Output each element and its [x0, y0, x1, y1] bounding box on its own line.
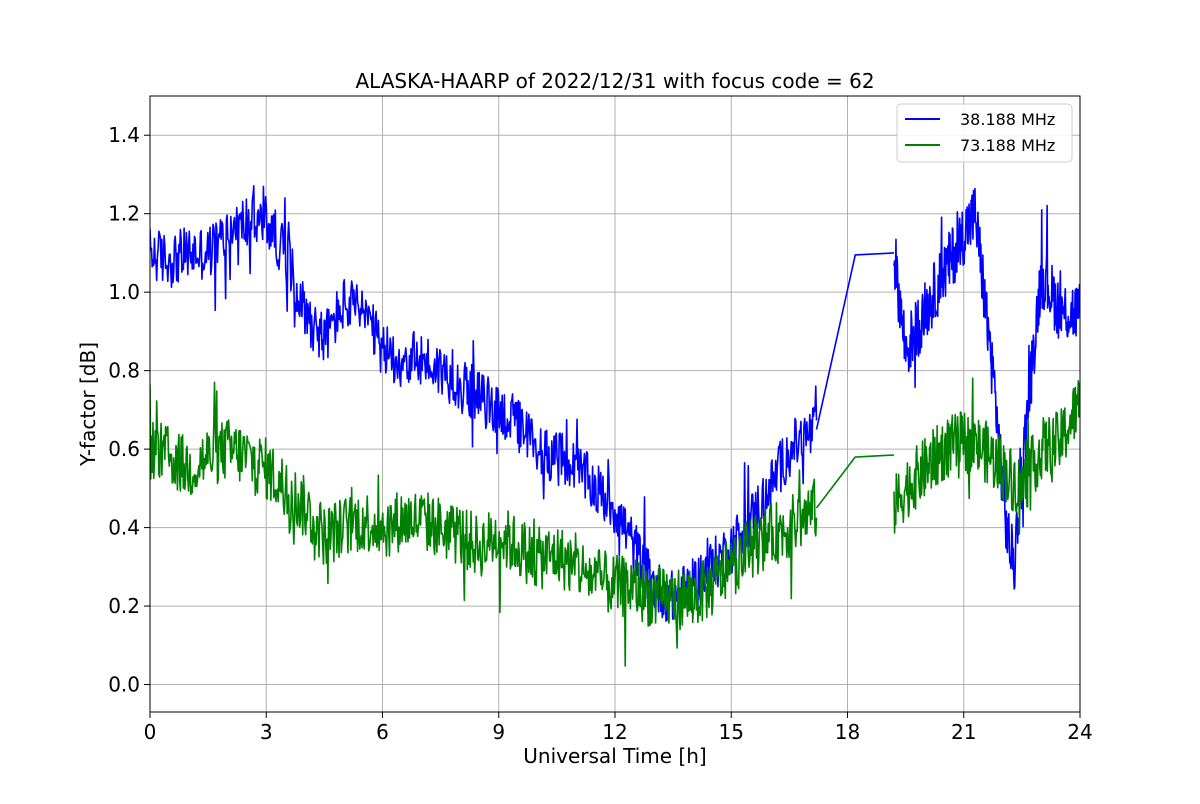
- x-tick-label: 15: [719, 720, 744, 744]
- y-tick-label: 0.2: [108, 594, 140, 618]
- axis-ticks: 0 3 6 9 12 15 18 21 24 0.0 0.2 0.4 0.6 0.8 1.0 1.2 1.4: [108, 123, 1093, 744]
- series-line: [815, 454, 895, 509]
- x-axis-label: Universal Time [h]: [523, 744, 706, 768]
- y-tick-label: 1.2: [108, 202, 140, 226]
- series-layer: [150, 185, 1080, 667]
- series-line: [815, 252, 895, 430]
- x-tick-label: 9: [492, 720, 505, 744]
- y-tick-label: 1.0: [108, 280, 140, 304]
- y-tick-label: 0.4: [108, 516, 140, 540]
- x-tick-label: 18: [835, 720, 860, 744]
- y-tick-label: 0.0: [108, 673, 140, 697]
- chart-title: ALASKA-HAARP of 2022/12/31 with focus co…: [355, 69, 874, 93]
- x-tick-label: 12: [602, 720, 627, 744]
- series-line: [893, 377, 1080, 534]
- series-2: [150, 377, 1080, 667]
- legend-label-series-2: 73.188 MHz: [960, 136, 1055, 155]
- series-line: [150, 381, 818, 667]
- y-tick-label: 0.8: [108, 359, 140, 383]
- x-tick-label: 3: [260, 720, 273, 744]
- series-line: [150, 185, 818, 622]
- y-tick-label: 0.6: [108, 437, 140, 461]
- x-tick-label: 6: [376, 720, 389, 744]
- legend-label-series-1: 38.188 MHz: [960, 110, 1055, 129]
- y-axis-label: Y-factor [dB]: [76, 342, 100, 467]
- x-tick-label: 21: [951, 720, 976, 744]
- legend: 38.188 MHz 73.188 MHz: [896, 103, 1073, 163]
- series-1: [150, 185, 1080, 622]
- series-line: [893, 187, 1080, 590]
- y-tick-label: 1.4: [108, 123, 140, 147]
- legend-box: [896, 103, 1073, 163]
- x-tick-label: 0: [144, 720, 157, 744]
- x-tick-label: 24: [1067, 720, 1092, 744]
